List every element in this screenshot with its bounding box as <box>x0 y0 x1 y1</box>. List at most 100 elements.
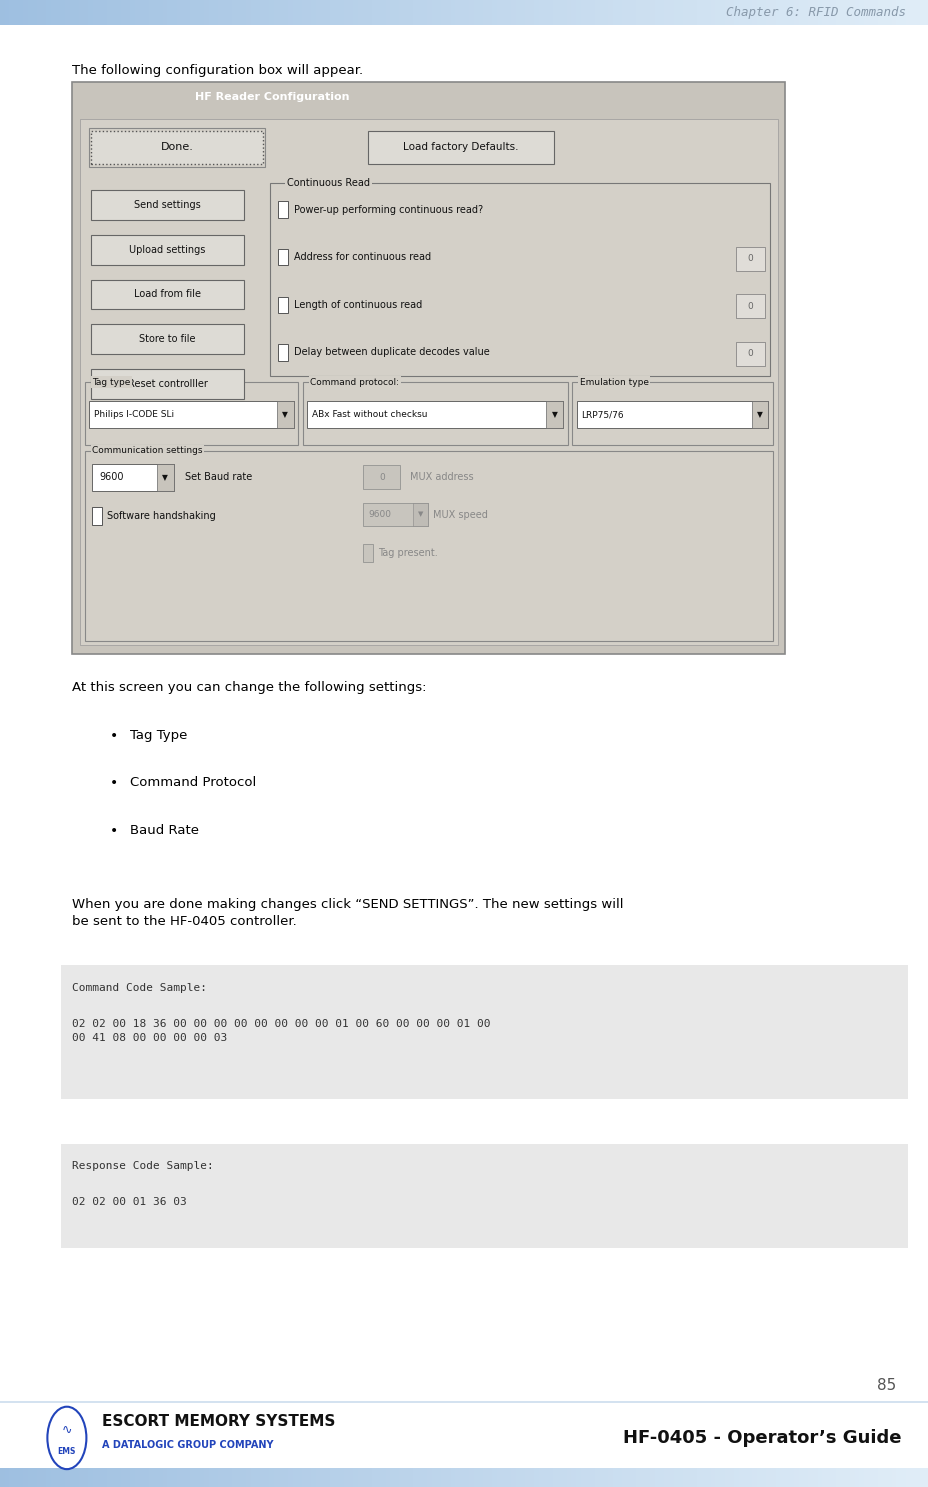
Text: Continuous Read: Continuous Read <box>287 178 369 187</box>
Bar <box>255 1468 260 1487</box>
Bar <box>798 1468 803 1487</box>
Text: Length of continuous read: Length of continuous read <box>293 300 421 309</box>
Bar <box>88 1468 93 1487</box>
Bar <box>186 1468 190 1487</box>
Bar <box>292 0 297 25</box>
Bar <box>528 82 533 113</box>
Bar <box>380 0 385 25</box>
Bar <box>269 1468 274 1487</box>
Bar <box>445 0 450 25</box>
Bar <box>631 1468 636 1487</box>
Bar <box>793 1468 798 1487</box>
Text: Baud Rate: Baud Rate <box>130 824 199 837</box>
Text: MUX speed: MUX speed <box>432 510 487 519</box>
Text: •: • <box>110 776 118 790</box>
Bar <box>914 1468 919 1487</box>
Bar <box>23 0 28 25</box>
Bar <box>529 1468 534 1487</box>
Bar <box>575 82 580 113</box>
Bar <box>571 82 575 113</box>
Bar <box>514 82 519 113</box>
Bar <box>399 1468 404 1487</box>
FancyBboxPatch shape <box>84 451 772 641</box>
Text: Delay between duplicate decodes value: Delay between duplicate decodes value <box>293 348 489 357</box>
Text: Command Code Sample:: Command Code Sample: <box>72 983 207 993</box>
Bar <box>784 1468 789 1487</box>
Bar <box>858 1468 863 1487</box>
Bar <box>302 0 306 25</box>
Bar <box>701 0 705 25</box>
Bar <box>46 0 51 25</box>
Bar <box>905 1468 909 1487</box>
Text: ▼: ▼ <box>162 473 168 482</box>
Bar <box>51 0 56 25</box>
Bar <box>371 82 376 113</box>
Bar <box>909 1468 914 1487</box>
Bar <box>432 1468 436 1487</box>
Bar <box>459 0 464 25</box>
Bar <box>784 0 789 25</box>
FancyBboxPatch shape <box>277 401 293 428</box>
Bar <box>737 82 741 113</box>
Bar <box>218 0 223 25</box>
Bar <box>914 0 919 25</box>
Bar <box>28 0 32 25</box>
FancyBboxPatch shape <box>91 131 263 164</box>
Bar <box>272 82 277 113</box>
Bar <box>176 82 182 113</box>
Bar <box>452 82 457 113</box>
Bar <box>571 0 575 25</box>
Bar <box>673 1468 677 1487</box>
Bar <box>459 1468 464 1487</box>
Bar <box>190 0 195 25</box>
Bar <box>438 82 443 113</box>
Bar <box>74 1468 79 1487</box>
Bar <box>654 0 659 25</box>
Bar <box>196 82 200 113</box>
Bar <box>673 0 677 25</box>
Bar <box>519 82 523 113</box>
Bar <box>603 0 608 25</box>
Bar <box>675 82 680 113</box>
Bar <box>789 0 793 25</box>
Bar <box>260 1468 264 1487</box>
Bar <box>835 1468 840 1487</box>
Bar <box>110 82 115 113</box>
Bar <box>97 1468 102 1487</box>
Bar <box>281 82 286 113</box>
Bar <box>14 1468 19 1487</box>
Bar <box>713 82 717 113</box>
Bar <box>464 1468 469 1487</box>
Bar <box>209 1468 213 1487</box>
Bar <box>385 1468 390 1487</box>
Bar <box>844 0 849 25</box>
FancyBboxPatch shape <box>61 965 907 1099</box>
Text: Store to file: Store to file <box>139 335 196 343</box>
Bar <box>79 1468 84 1487</box>
Bar <box>617 0 622 25</box>
Bar <box>831 0 835 25</box>
Bar <box>394 1468 399 1487</box>
Bar <box>246 1468 251 1487</box>
Bar <box>148 82 153 113</box>
Bar <box>608 0 612 25</box>
Bar <box>510 0 515 25</box>
Bar <box>520 0 524 25</box>
Bar <box>691 1468 696 1487</box>
FancyBboxPatch shape <box>84 382 298 445</box>
Bar <box>220 82 225 113</box>
Bar <box>496 0 501 25</box>
Bar <box>144 0 148 25</box>
Bar <box>724 1468 728 1487</box>
Bar <box>306 0 311 25</box>
FancyBboxPatch shape <box>751 401 767 428</box>
FancyBboxPatch shape <box>546 401 562 428</box>
Bar <box>547 82 551 113</box>
Text: ▼: ▼ <box>756 410 762 419</box>
Bar <box>139 0 144 25</box>
Bar <box>400 82 405 113</box>
Bar <box>896 0 900 25</box>
Bar <box>812 1468 817 1487</box>
Bar <box>42 0 46 25</box>
Bar <box>665 82 670 113</box>
